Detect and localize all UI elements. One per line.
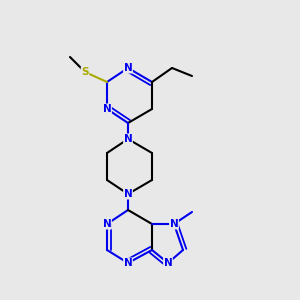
Text: N: N <box>169 219 178 229</box>
Text: S: S <box>81 67 89 77</box>
Text: N: N <box>103 104 111 114</box>
Text: N: N <box>124 63 132 73</box>
Text: N: N <box>164 258 172 268</box>
Text: N: N <box>124 134 132 144</box>
Text: N: N <box>124 258 132 268</box>
Text: N: N <box>103 219 111 229</box>
Text: N: N <box>124 189 132 199</box>
